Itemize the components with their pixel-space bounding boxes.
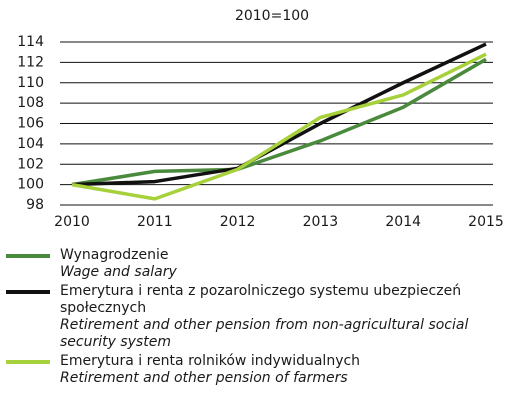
x-tick-label: 2010 xyxy=(54,214,90,230)
y-tick-label: 98 xyxy=(26,197,44,213)
y-tick-label: 102 xyxy=(17,156,44,172)
y-tick-label: 110 xyxy=(17,75,44,91)
series-line xyxy=(71,52,487,201)
series-line xyxy=(71,42,487,187)
legend: Wynagrodzenie Wage and salary Emerytura i … xyxy=(0,247,513,389)
y-tick-label: 100 xyxy=(17,177,44,193)
x-tick-label: 2012 xyxy=(220,214,256,230)
y-tick-label: 106 xyxy=(17,116,44,132)
legend-swatch xyxy=(6,254,50,258)
legend-entry: Wynagrodzenie Wage and salary xyxy=(0,247,513,281)
x-tick-label: 2013 xyxy=(303,214,339,230)
y-tick-label: 114 xyxy=(17,34,44,50)
y-tick-label: 108 xyxy=(17,95,44,111)
series-line xyxy=(71,57,487,187)
y-tick-label: 104 xyxy=(17,136,44,152)
legend-label-en: Retirement and other pension of farmers xyxy=(60,370,348,386)
legend-entry: Emerytura i renta z pozarolniczego syste… xyxy=(0,283,513,351)
chart-title: 2010=100 xyxy=(235,8,309,24)
legend-swatch xyxy=(6,290,50,294)
x-tick-label: 2014 xyxy=(385,214,421,230)
legend-swatch xyxy=(6,360,50,364)
x-tick-label: 2011 xyxy=(137,214,173,230)
legend-entry: Emerytura i renta rolników indywidualnyc… xyxy=(0,353,513,387)
chart: 2010=100 98 100 102 104 106 108 110 112 114 2010 2… xyxy=(17,8,504,230)
legend-label: Wynagrodzenie xyxy=(60,247,169,263)
y-tick-label: 112 xyxy=(17,54,44,70)
legend-label: Emerytura i renta rolników indywidualnyc… xyxy=(60,353,361,369)
legend-label: Emerytura i renta z pozarolniczego syste… xyxy=(60,283,462,316)
legend-label-en: Retirement and other pension from non-ag… xyxy=(60,317,469,350)
x-tick-label: 2015 xyxy=(468,214,504,230)
legend-label-en: Wage and salary xyxy=(60,264,177,280)
